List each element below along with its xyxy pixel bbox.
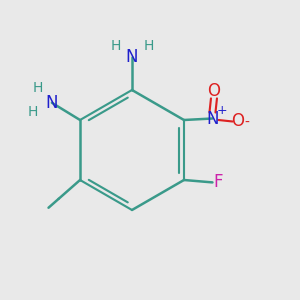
Text: O: O bbox=[232, 112, 244, 130]
Text: +: + bbox=[216, 104, 227, 118]
Text: H: H bbox=[143, 39, 154, 52]
Text: N: N bbox=[206, 110, 219, 128]
Text: -: - bbox=[244, 116, 249, 130]
Text: F: F bbox=[213, 173, 223, 191]
Text: O: O bbox=[208, 82, 220, 100]
Text: H: H bbox=[32, 81, 43, 95]
Text: N: N bbox=[126, 48, 138, 66]
Text: H: H bbox=[110, 39, 121, 52]
Text: N: N bbox=[46, 94, 58, 112]
Text: H: H bbox=[28, 105, 38, 119]
